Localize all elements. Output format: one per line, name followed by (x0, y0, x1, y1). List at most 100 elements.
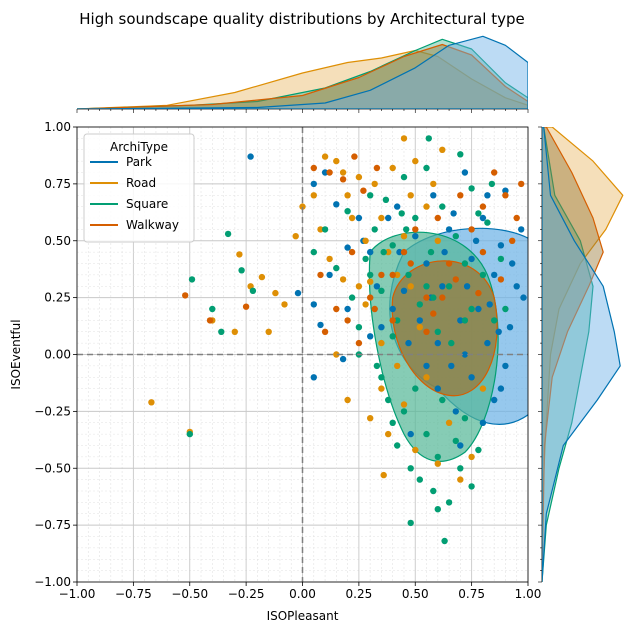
scatter-point-park (416, 317, 423, 324)
scatter-point-square (445, 283, 453, 290)
scatter-point-road (439, 146, 446, 153)
scatter-point-park (472, 237, 480, 244)
scatter-point-square (321, 226, 329, 233)
scatter-point-park (497, 385, 505, 392)
scatter-point-park (450, 210, 457, 217)
top-kde-walkway (77, 43, 528, 109)
y-tick-label: 0.50 (44, 234, 71, 248)
scatter-point-square (488, 180, 496, 188)
scatter-point-road (321, 153, 329, 160)
scatter-point-square (188, 276, 196, 283)
y-tick-label: −1.00 (34, 575, 71, 589)
scatter-point-park (448, 362, 455, 370)
scatter-point-road (326, 255, 333, 263)
scatter-point-square (367, 192, 374, 199)
y-axis-ticks: −1.00 −0.75 −0.50 −0.25 0.00 0.25 0.50 0.75 1.00 (34, 120, 77, 589)
scatter-point-park (468, 374, 475, 381)
scatter-point-road (407, 192, 414, 199)
scatter-point-walkway (344, 317, 351, 324)
scatter-point-road (468, 453, 475, 461)
scatter-point-park (294, 289, 302, 297)
scatter-point-square (405, 271, 412, 279)
scatter-point-square (389, 242, 396, 249)
scatter-point-walkway (373, 164, 381, 172)
scatter-point-walkway (389, 271, 396, 279)
scatter-point-square (412, 214, 419, 222)
legend-label-square: Square (126, 197, 168, 211)
scatter-point-square (398, 210, 405, 217)
scatter-point-park (520, 294, 527, 301)
top-kde-square (77, 38, 528, 109)
x-tick-label: −0.75 (115, 587, 152, 601)
scatter-point-square (448, 339, 455, 347)
scatter-point-square (412, 385, 419, 392)
legend-label-road: Road (126, 176, 156, 190)
scatter-point-park (457, 317, 464, 324)
scatter-point-square (434, 506, 441, 513)
scatter-point-road (292, 233, 299, 240)
scatter-point-road (400, 233, 408, 240)
scatter-point-walkway (242, 303, 250, 310)
scatter-point-square (439, 396, 446, 404)
scatter-point-road (367, 278, 374, 285)
scatter-point-square (491, 317, 498, 324)
scatter-point-square (475, 210, 482, 217)
scatter-point-park (475, 305, 482, 313)
scatter-point-road (236, 251, 243, 258)
scatter-point-park (355, 214, 363, 222)
scatter-point-park (423, 362, 430, 370)
scatter-point-walkway (452, 276, 459, 283)
scatter-point-road (430, 180, 437, 188)
scatter-point-road (299, 203, 306, 210)
scatter-point-road (310, 192, 317, 199)
scatter-point-park (441, 248, 448, 256)
scatter-point-square (394, 317, 401, 324)
scatter-point-road (412, 157, 419, 165)
scatter-point-square (348, 294, 356, 301)
scatter-point-park (430, 192, 437, 199)
scatter-point-park (394, 203, 401, 210)
scatter-point-square (434, 453, 441, 461)
scatter-point-walkway (497, 276, 505, 283)
scatter-point-walkway (518, 180, 525, 188)
scatter-point-park (445, 226, 453, 233)
scatter-point-park (333, 201, 340, 208)
scatter-point-park (400, 287, 408, 294)
scatter-point-road (445, 419, 453, 426)
scatter-point-walkway (468, 226, 475, 233)
scatter-point-park (495, 328, 502, 335)
scatter-point-walkway (502, 192, 509, 199)
right-kde-road (542, 127, 624, 582)
x-axis-label: ISOPleasant (267, 609, 339, 623)
scatter-point-road (333, 351, 340, 358)
scatter-point-square (445, 499, 453, 506)
y-tick-label: 1.00 (44, 120, 71, 134)
scatter-point-walkway (355, 339, 363, 347)
scatter-point-square (479, 271, 487, 279)
top-kde-park (77, 35, 528, 109)
scatter-point-walkway (457, 192, 464, 199)
scatter-point-walkway (407, 260, 414, 267)
scatter-point-square (238, 267, 245, 274)
scatter-point-square (209, 305, 216, 313)
scatter-point-park (317, 321, 324, 329)
scatter-point-road (272, 289, 279, 297)
scatter-point-park (491, 396, 498, 404)
scatter-point-road (367, 415, 374, 422)
scatter-point-park (326, 271, 333, 279)
scatter-point-park (407, 430, 414, 438)
scatter-point-park (484, 192, 491, 199)
scatter-point-park (423, 260, 430, 267)
scatter-point-square (385, 396, 392, 404)
scatter-point-square (468, 483, 475, 490)
chart-title: High soundscape quality distributions by… (79, 10, 524, 28)
scatter-point-square (416, 476, 423, 483)
scatter-point-park (389, 305, 396, 313)
scatter-point-walkway (360, 187, 367, 194)
right-kde-walkway (542, 127, 604, 582)
scatter-point-park (479, 214, 487, 222)
scatter-point-road (362, 301, 369, 308)
scatter-point-park (463, 283, 471, 290)
scatter-point-square (468, 305, 475, 313)
scatter-point-square (441, 537, 448, 545)
